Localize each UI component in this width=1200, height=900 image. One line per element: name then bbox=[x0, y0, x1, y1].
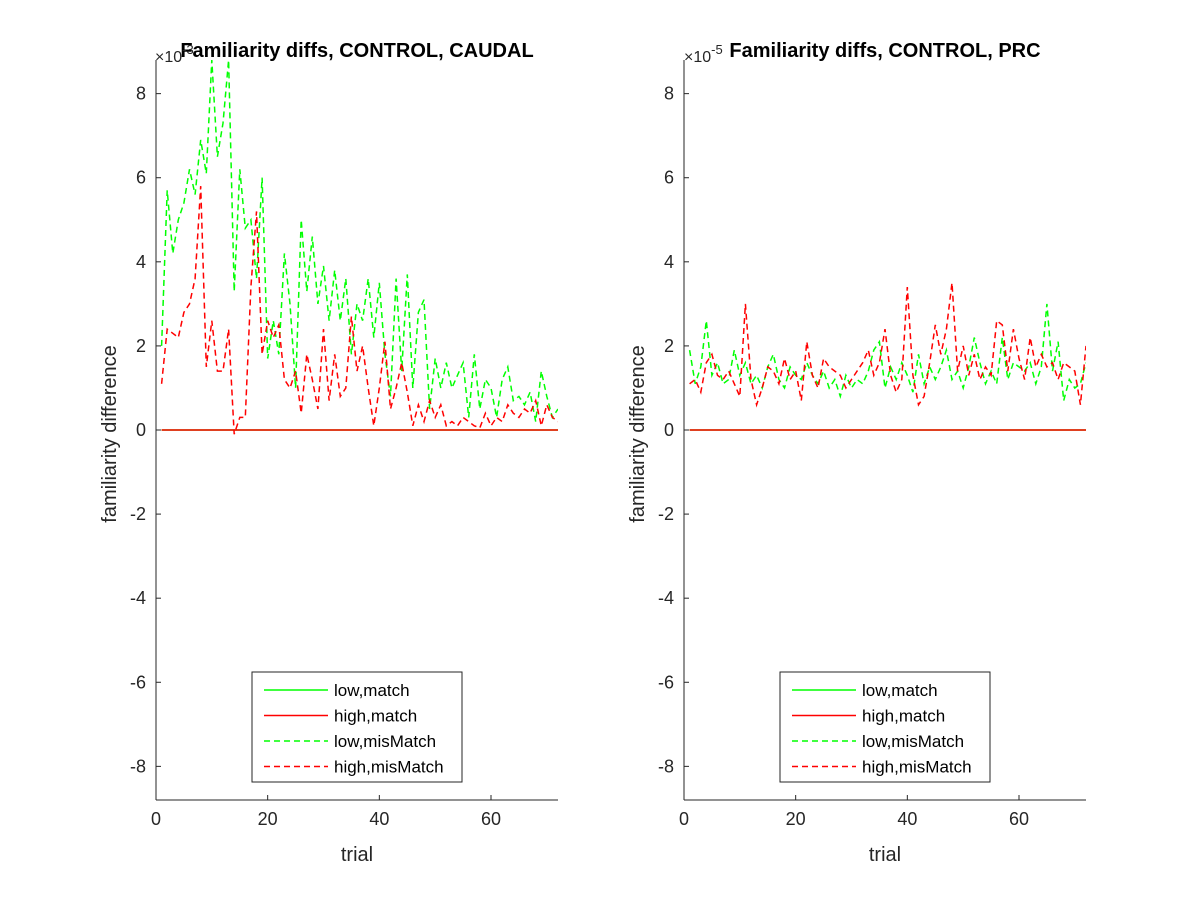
y-exponent-label: ×10-5 bbox=[684, 42, 723, 66]
y-axis-label: familiarity difference bbox=[99, 345, 121, 522]
y-tick-label: -8 bbox=[658, 756, 674, 776]
series-group bbox=[688, 282, 1086, 431]
x-tick-label: 0 bbox=[151, 809, 161, 829]
y-tick-label: 8 bbox=[664, 84, 674, 104]
svg-text:×10-5: ×10-5 bbox=[684, 42, 723, 66]
series-line-high-mismatch bbox=[160, 186, 558, 435]
x-tick-label: 40 bbox=[369, 809, 389, 829]
x-tick-label: 60 bbox=[481, 809, 501, 829]
x-tick-label: 60 bbox=[1009, 809, 1029, 829]
y-exponent-label: ×10-3 bbox=[155, 42, 194, 66]
y-axis-label: familiarity difference bbox=[627, 345, 649, 522]
svg-text:×10-3: ×10-3 bbox=[155, 42, 194, 66]
series-group bbox=[160, 60, 558, 435]
legend: low,match high,match low,misMatch high,misM… bbox=[251, 671, 463, 783]
y-tick-label: 8 bbox=[136, 84, 146, 104]
y-tick-label: 2 bbox=[136, 336, 146, 356]
x-tick-label: 0 bbox=[679, 809, 689, 829]
y-tick-label: 6 bbox=[136, 168, 146, 188]
y-tick-label: 0 bbox=[664, 420, 674, 440]
legend-entry: high,misMatch bbox=[334, 758, 444, 777]
y-tick-label: -6 bbox=[658, 672, 674, 692]
y-tick-label: -2 bbox=[130, 504, 146, 524]
y-tick-label: -2 bbox=[658, 504, 674, 524]
plot-area: -8 -6 -4 -2 0 2 4 6 8 0 20 40 60 bbox=[658, 60, 1086, 829]
x-axis-label: trial bbox=[869, 844, 901, 866]
y-tick-label: 2 bbox=[664, 336, 674, 356]
legend: low,match high,match low,misMatch high,misM… bbox=[779, 671, 991, 783]
x-tick-label: 20 bbox=[786, 809, 806, 829]
series-line-low-mismatch bbox=[160, 60, 558, 422]
y-tick-label: -6 bbox=[130, 672, 146, 692]
series-line-low-mismatch bbox=[688, 303, 1086, 401]
y-tick-label: 4 bbox=[664, 252, 674, 272]
legend-entry: low,match bbox=[862, 681, 938, 700]
y-tick-label: 6 bbox=[664, 168, 674, 188]
exponent-base: ×10 bbox=[684, 49, 711, 66]
chart-panel-prc: Familiarity diffs, CONTROL, PRC ×10-5 fa… bbox=[627, 40, 1086, 866]
plot-area: -8 -6 -4 -2 0 2 4 6 8 0 20 40 60 bbox=[130, 60, 558, 829]
y-tick-label: -4 bbox=[130, 588, 146, 608]
x-tick-label: 40 bbox=[897, 809, 917, 829]
y-tick-label: -4 bbox=[658, 588, 674, 608]
x-axis-label: trial bbox=[341, 844, 373, 866]
legend-entry: high,match bbox=[334, 707, 417, 726]
legend-entry: low,misMatch bbox=[862, 732, 964, 751]
chart-title: Familiarity diffs, CONTROL, PRC bbox=[729, 40, 1040, 62]
exponent-power: -5 bbox=[711, 42, 723, 57]
y-tick-label: 4 bbox=[136, 252, 146, 272]
x-tick-label: 20 bbox=[258, 809, 278, 829]
y-tick-label: -8 bbox=[130, 756, 146, 776]
chart-title: Familiarity diffs, CONTROL, CAUDAL bbox=[180, 40, 533, 62]
legend-entry: high,misMatch bbox=[862, 758, 972, 777]
legend-entry: high,match bbox=[862, 707, 945, 726]
legend-entry: low,misMatch bbox=[334, 732, 436, 751]
y-tick-label: 0 bbox=[136, 420, 146, 440]
legend-entry: low,match bbox=[334, 681, 410, 700]
exponent-base: ×10 bbox=[155, 49, 182, 66]
chart-panel-caudal: Familiarity diffs, CONTROL, CAUDAL ×10-3… bbox=[99, 40, 558, 866]
exponent-power: -3 bbox=[182, 42, 194, 57]
